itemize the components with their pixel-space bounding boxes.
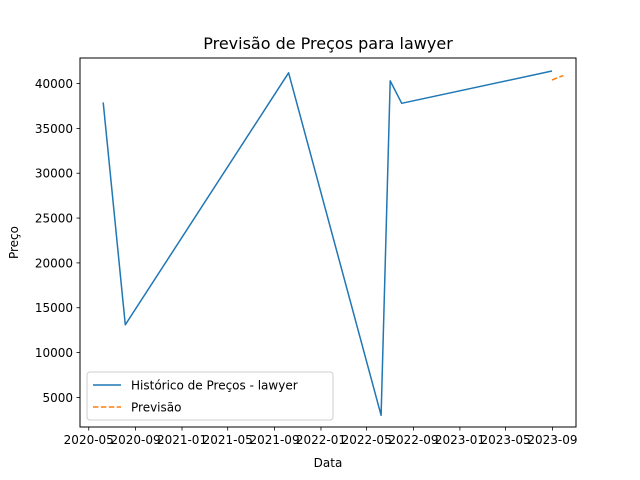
y-tick-label: 15000 [35,301,73,315]
legend-label-previsao: Previsão [131,401,181,415]
x-tick-label: 2022-09 [388,433,438,447]
y-tick-label: 35000 [35,122,73,136]
chart-title: Previsão de Preços para lawyer [203,34,453,53]
y-axis-ticks: 5000 10000 15000 20000 25000 30000 35000 40000 [35,77,80,405]
x-tick-label: 2021-05 [203,433,253,447]
x-tick-label: 2020-05 [64,433,114,447]
series-line-1 [551,74,564,81]
x-tick-label: 2020-09 [111,433,161,447]
y-tick-label: 10000 [35,346,73,360]
legend-label-historico: Histórico de Preços - lawyer [131,379,298,393]
legend: Histórico de Preços - lawyer Previsão [86,371,334,421]
y-tick-label: 30000 [35,167,73,181]
y-tick-label: 25000 [35,212,73,226]
plot-frame [79,57,577,428]
x-tick-label: 2022-05 [342,433,392,447]
y-axis-label: Preço [7,226,21,259]
plot-lines [102,70,564,417]
x-tick-label: 2021-09 [249,433,299,447]
x-tick-label: 2021-01 [157,433,207,447]
x-axis-label: Data [314,456,343,470]
series-line-0 [102,70,553,417]
x-tick-label: 2023-09 [527,433,577,447]
y-tick-label: 40000 [35,77,73,91]
x-tick-label: 2023-01 [435,433,485,447]
legend-box [86,371,334,421]
x-tick-label: 2022-01 [296,433,346,447]
x-axis-ticks: 2020-052020-092021-012021-052021-092022-… [64,427,577,447]
y-tick-label: 20000 [35,256,73,270]
y-tick-label: 5000 [42,391,73,405]
x-tick-label: 2023-05 [481,433,531,447]
